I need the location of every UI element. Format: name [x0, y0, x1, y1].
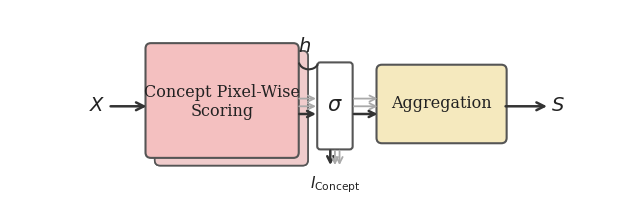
FancyBboxPatch shape: [155, 51, 308, 166]
FancyBboxPatch shape: [145, 43, 299, 158]
Text: $I_{\mathrm{Concept}}$: $I_{\mathrm{Concept}}$: [310, 174, 360, 195]
Text: Concept Pixel-Wise
Scoring: Concept Pixel-Wise Scoring: [144, 84, 300, 120]
FancyBboxPatch shape: [155, 51, 308, 166]
FancyBboxPatch shape: [317, 62, 353, 149]
Text: $\sigma$: $\sigma$: [327, 96, 343, 115]
FancyBboxPatch shape: [376, 65, 507, 143]
Text: Aggregation: Aggregation: [391, 95, 492, 113]
Text: $X$: $X$: [89, 97, 106, 115]
Text: $S$: $S$: [550, 97, 564, 115]
Text: $h$: $h$: [298, 38, 312, 57]
